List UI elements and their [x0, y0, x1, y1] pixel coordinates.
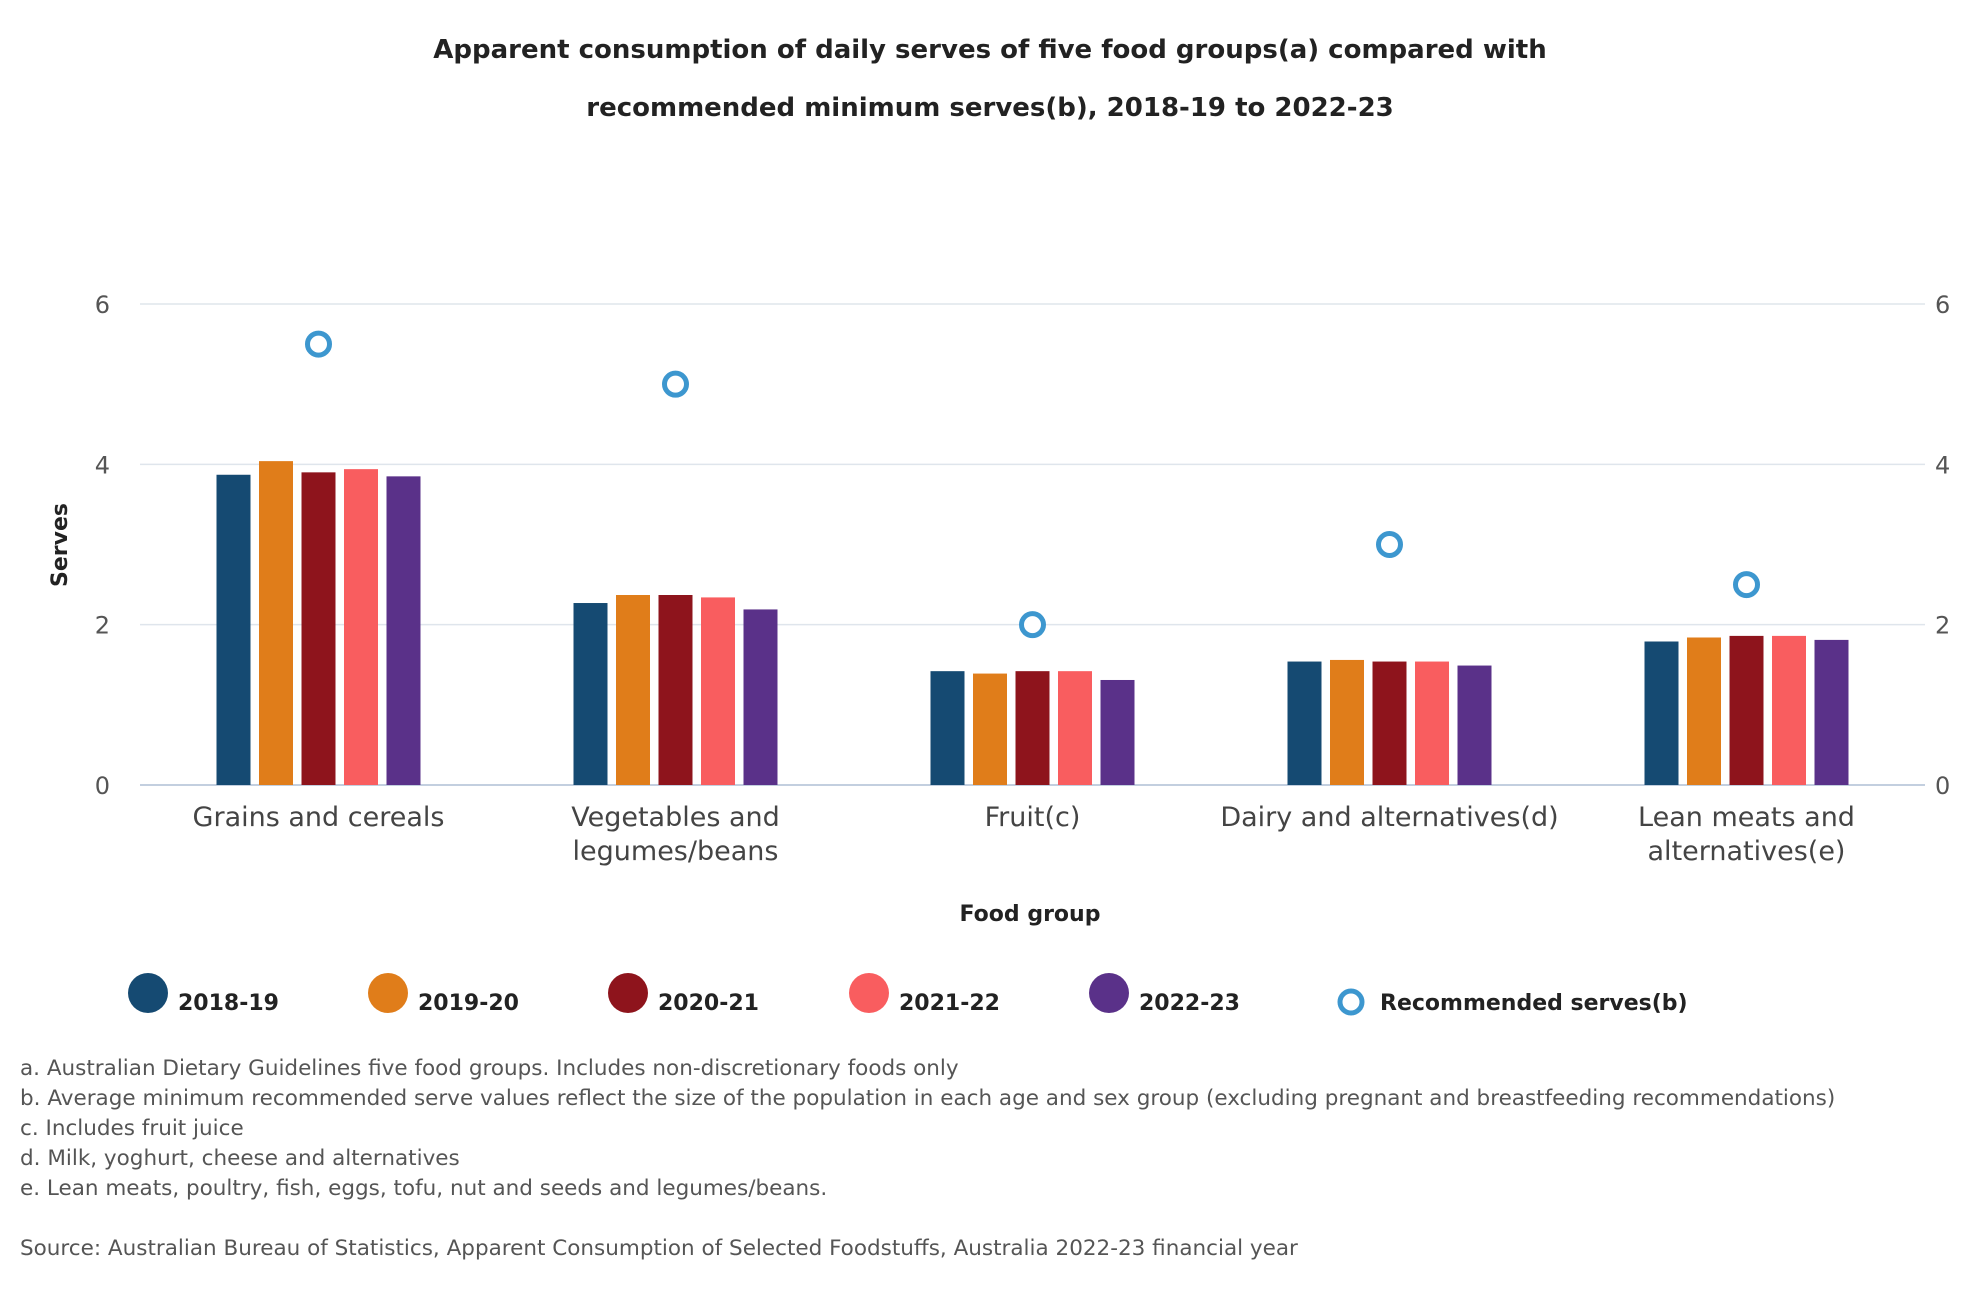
legend-swatch-2020-21	[608, 973, 648, 1013]
y-tick-right: 2	[1935, 612, 1950, 640]
bar-2021-22-3	[1415, 661, 1449, 785]
y-tick-left: 0	[95, 772, 110, 800]
bar-2022-23-0	[386, 476, 421, 785]
y-tick-right: 4	[1935, 451, 1950, 479]
chart-title-line-1: Apparent consumption of daily serves of …	[433, 35, 1546, 65]
bar-2019-20-2	[973, 673, 1007, 785]
bar-2022-23-2	[1100, 679, 1135, 785]
chart-title-line-2: recommended minimum serves(b), 2018-19 t…	[586, 93, 1394, 123]
footnote-b: b. Average minimum recommended serve val…	[20, 1086, 1836, 1111]
category-label: Dairy and alternatives(d)	[1220, 802, 1558, 833]
footnote-c: c. Includes fruit juice	[20, 1116, 244, 1141]
bar-2018-19-3	[1287, 661, 1322, 785]
recommended-marker-2	[1019, 611, 1046, 639]
legend-swatch-recommended	[1337, 988, 1365, 1016]
bar-2021-22-0	[344, 469, 378, 785]
bar-2022-23-3	[1457, 665, 1492, 785]
legend: 2018-19 2019-20 2020-21 2021-22 2022-23 Recom…	[128, 973, 1688, 1016]
bar-2018-19-4	[1644, 641, 1679, 785]
y-tick-left: 2	[95, 612, 110, 640]
bar-2020-21-4	[1729, 635, 1764, 785]
x-axis-title: Food group	[960, 902, 1101, 927]
category-label: Lean meats and	[1638, 802, 1855, 833]
bar-2020-21-0	[301, 472, 336, 785]
recommended-marker-1	[662, 370, 689, 398]
legend-swatch-2018-19	[128, 973, 168, 1013]
category-label: Fruit(c)	[985, 802, 1081, 833]
legend-label: Recommended serves(b)	[1380, 991, 1688, 1016]
category-label: Grains and cereals	[193, 802, 445, 833]
legend-swatch-2022-23	[1089, 973, 1129, 1013]
bar-2019-20-3	[1330, 659, 1364, 785]
legend-label: 2020-21	[658, 991, 759, 1016]
legend-swatch-2019-20	[368, 973, 408, 1013]
y-axis-title: Serves	[48, 503, 73, 587]
bar-2019-20-4	[1687, 637, 1721, 785]
category-label: alternatives(e)	[1648, 836, 1846, 867]
bar-2018-19-0	[216, 474, 251, 785]
bar-2019-20-0	[259, 461, 293, 785]
bar-2021-22-2	[1058, 671, 1092, 785]
category-label: Vegetables and	[571, 802, 780, 833]
bar-2020-21-1	[658, 595, 693, 785]
category-labels: Grains and cereals Vegetables andlegumes/…	[193, 802, 1855, 867]
bars	[216, 461, 1849, 785]
chart: Apparent consumption of daily serves of …	[48, 35, 1950, 1016]
y-tick-left: 6	[95, 291, 110, 319]
bar-2022-23-1	[743, 609, 778, 785]
bar-2021-22-1	[701, 597, 735, 785]
recommended-markers	[305, 330, 1760, 639]
source-note: Source: Australian Bureau of Statistics,…	[20, 1236, 1298, 1261]
legend-swatch-2021-22	[849, 973, 889, 1013]
y-axis-left: 0 2 4 6	[95, 291, 110, 800]
footnote-e: e. Lean meats, poultry, fish, eggs, tofu…	[20, 1176, 828, 1201]
bar-2018-19-2	[930, 671, 965, 785]
legend-label: 2021-22	[899, 991, 1000, 1016]
recommended-marker-3	[1376, 531, 1403, 558]
footnotes: a. Australian Dietary Guidelines five fo…	[20, 1054, 1960, 1264]
bar-2019-20-1	[616, 595, 650, 785]
footnote-d: d. Milk, yoghurt, cheese and alternative…	[20, 1146, 460, 1171]
bar-2018-19-1	[573, 603, 608, 785]
bar-2020-21-3	[1372, 661, 1407, 785]
category-label: legumes/beans	[573, 836, 779, 867]
y-axis-right: 0 2 4 6	[1935, 291, 1950, 800]
y-tick-right: 6	[1935, 291, 1950, 319]
footnote-a: a. Australian Dietary Guidelines five fo…	[20, 1056, 959, 1081]
bar-2022-23-4	[1814, 639, 1849, 785]
recommended-marker-4	[1733, 571, 1760, 599]
recommended-marker-0	[305, 330, 332, 358]
y-tick-left: 4	[95, 451, 110, 479]
legend-label: 2019-20	[418, 991, 519, 1016]
legend-label: 2018-19	[178, 991, 279, 1016]
y-tick-right: 0	[1935, 772, 1950, 800]
legend-label: 2022-23	[1139, 991, 1240, 1016]
bar-2020-21-2	[1015, 671, 1050, 785]
bar-2021-22-4	[1772, 635, 1806, 785]
